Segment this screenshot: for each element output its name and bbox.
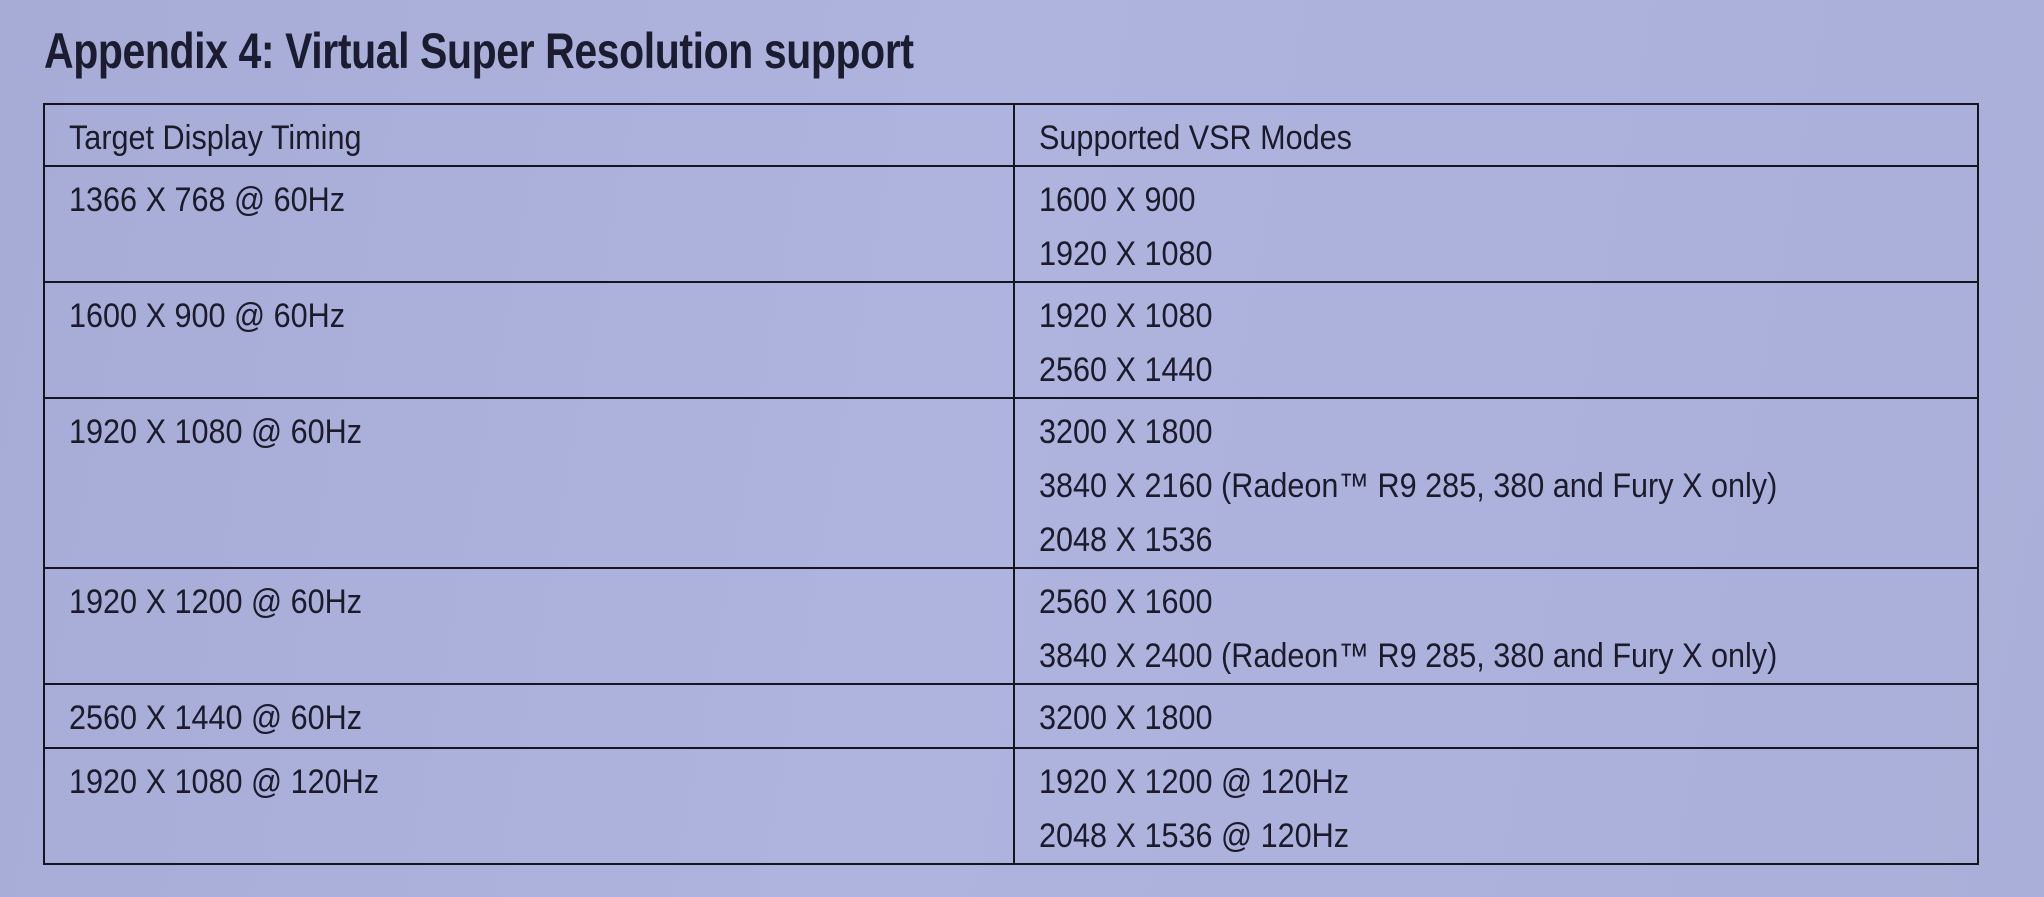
vsr-mode-text: 2560 X 1440: [1039, 351, 1213, 389]
page-title: Appendix 4: Virtual Super Resolution sup…: [44, 23, 914, 79]
vsr-mode-text: 2048 X 1536: [1039, 521, 1213, 559]
target-timing: 1920 X 1200 @ 60Hz: [69, 583, 363, 621]
target-timing-cell: 1920 X 1080 @ 60Hz: [43, 397, 1015, 569]
table-row: 1600 X 900 @ 60Hz 1920 X 1080 2560 X 1440: [43, 281, 1979, 399]
vsr-mode: 1920 X 1200 @ 120Hz: [1039, 755, 1977, 809]
table-row: 2560 X 1440 @ 60Hz 3200 X 1800: [43, 683, 1979, 749]
vsr-mode: 3840 X 2400 (Radeon™ R9 285, 380 and Fur…: [1039, 629, 1977, 683]
target-timing-cell: 1920 X 1080 @ 120Hz: [43, 747, 1015, 865]
table-row: 1920 X 1080 @ 120Hz 1920 X 1200 @ 120Hz 20…: [43, 747, 1979, 865]
target-timing: 2560 X 1440 @ 60Hz: [69, 699, 363, 737]
vsr-modes-cell: 1920 X 1080 2560 X 1440: [1013, 281, 1979, 399]
vsr-modes-cell: 1920 X 1200 @ 120Hz 2048 X 1536 @ 120Hz: [1013, 747, 1979, 865]
vsr-mode: 1920 X 1080: [1039, 227, 1977, 281]
target-timing: 1920 X 1080 @ 120Hz: [69, 763, 380, 801]
vsr-mode: 2560 X 1600: [1039, 575, 1977, 629]
vsr-mode: 1920 X 1080: [1039, 289, 1977, 343]
vsr-mode-text: 3200 X 1800: [1039, 699, 1213, 737]
vsr-modes-cell: 3200 X 1800 3840 X 2160 (Radeon™ R9 285, …: [1013, 397, 1979, 569]
vsr-mode: 3200 X 1800: [1039, 405, 1977, 459]
vsr-modes-cell: 1600 X 900 1920 X 1080: [1013, 165, 1979, 283]
vsr-modes-cell: 3200 X 1800: [1013, 683, 1979, 749]
vsr-mode-text: 3200 X 1800: [1039, 413, 1213, 451]
table-row: 1920 X 1200 @ 60Hz 2560 X 1600 3840 X 2400…: [43, 567, 1979, 685]
vsr-mode: 3200 X 1800: [1039, 691, 1977, 745]
target-timing-cell: 1366 X 768 @ 60Hz: [43, 165, 1015, 283]
vsr-mode: 2048 X 1536: [1039, 513, 1977, 567]
vsr-mode: 2048 X 1536 @ 120Hz: [1039, 809, 1977, 863]
header-label: Target Display Timing: [69, 119, 362, 157]
header-target-display-timing: Target Display Timing: [43, 103, 1015, 167]
vsr-mode: 3840 X 2160 (Radeon™ R9 285, 380 and Fur…: [1039, 459, 1977, 513]
vsr-mode-text: 1920 X 1080: [1039, 297, 1213, 335]
vsr-mode-text: 2048 X 1536 @ 120Hz: [1039, 817, 1350, 855]
vsr-mode-text: 2560 X 1600: [1039, 583, 1213, 621]
vsr-mode-text: 1600 X 900: [1039, 181, 1196, 219]
vsr-mode-text: 3840 X 2160 (Radeon™ R9 285, 380 and Fur…: [1039, 467, 1778, 505]
target-timing: 1366 X 768 @ 60Hz: [69, 181, 346, 219]
table-row: 1920 X 1080 @ 60Hz 3200 X 1800 3840 X 2160…: [43, 397, 1979, 569]
vsr-mode-text: 3840 X 2400 (Radeon™ R9 285, 380 and Fur…: [1039, 637, 1778, 675]
vsr-support-table: Target Display Timing Supported VSR Mode…: [43, 103, 1979, 865]
target-timing-cell: 1920 X 1200 @ 60Hz: [43, 567, 1015, 685]
vsr-mode-text: 1920 X 1080: [1039, 235, 1213, 273]
vsr-mode-text: 1920 X 1200 @ 120Hz: [1039, 763, 1350, 801]
vsr-mode: 2560 X 1440: [1039, 343, 1977, 397]
vsr-mode: 1600 X 900: [1039, 173, 1977, 227]
vsr-modes-cell: 2560 X 1600 3840 X 2400 (Radeon™ R9 285, …: [1013, 567, 1979, 685]
target-timing: 1920 X 1080 @ 60Hz: [69, 413, 363, 451]
target-timing: 1600 X 900 @ 60Hz: [69, 297, 346, 335]
header-supported-vsr-modes: Supported VSR Modes: [1013, 103, 1979, 167]
target-timing-cell: 1600 X 900 @ 60Hz: [43, 281, 1015, 399]
table-row: 1366 X 768 @ 60Hz 1600 X 900 1920 X 1080: [43, 165, 1979, 283]
target-timing-cell: 2560 X 1440 @ 60Hz: [43, 683, 1015, 749]
header-label: Supported VSR Modes: [1039, 119, 1352, 157]
table-header-row: Target Display Timing Supported VSR Mode…: [43, 103, 1979, 167]
